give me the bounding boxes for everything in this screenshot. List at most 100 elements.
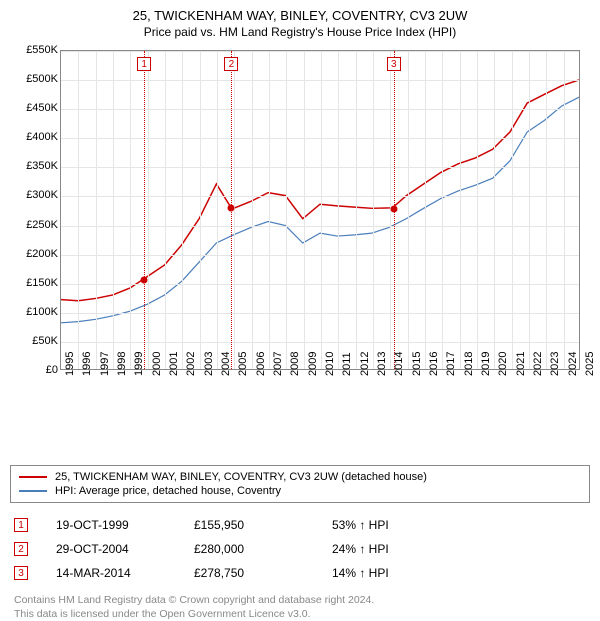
x-axis-label: 2018 xyxy=(463,352,475,376)
gridline-h xyxy=(61,342,579,343)
gridline-v xyxy=(408,51,409,369)
x-axis-label: 2019 xyxy=(480,352,492,376)
y-axis-label: £0 xyxy=(46,364,58,376)
event-hpi: 14% ↑ HPI xyxy=(332,566,389,580)
gridline-v xyxy=(252,51,253,369)
gridline-v xyxy=(78,51,79,369)
gridline-h xyxy=(61,138,579,139)
x-axis-label: 2014 xyxy=(393,352,405,376)
gridline-v xyxy=(373,51,374,369)
event-price: £155,950 xyxy=(194,518,304,532)
x-axis-label: 2003 xyxy=(203,352,215,376)
event-date: 14-MAR-2014 xyxy=(56,566,166,580)
x-axis-label: 2020 xyxy=(497,352,509,376)
legend: 25, TWICKENHAM WAY, BINLEY, COVENTRY, CV… xyxy=(10,465,590,503)
event-date: 29-OCT-2004 xyxy=(56,542,166,556)
events-block: 1 19-OCT-1999 £155,950 53% ↑ HPI 2 29-OCT-200… xyxy=(10,513,590,585)
event-marker: 1 xyxy=(14,518,28,532)
event-marker: 1 xyxy=(137,57,151,71)
plot-area: 1 2 3 xyxy=(60,50,580,370)
y-axis-label: £150K xyxy=(26,277,58,289)
event-row: 1 19-OCT-1999 £155,950 53% ↑ HPI xyxy=(14,513,590,537)
y-axis-label: £250K xyxy=(26,219,58,231)
event-dot xyxy=(390,205,397,212)
legend-label: HPI: Average price, detached house, Cove… xyxy=(55,485,281,497)
x-axis-label: 2015 xyxy=(411,352,423,376)
event-row: 3 14-MAR-2014 £278,750 14% ↑ HPI xyxy=(14,561,590,585)
x-axis-label: 2025 xyxy=(584,352,596,376)
x-axis-label: 1997 xyxy=(99,352,111,376)
gridline-v xyxy=(182,51,183,369)
y-axis-label: £400K xyxy=(26,131,58,143)
x-axis-label: 2010 xyxy=(324,352,336,376)
series-line-hpi xyxy=(61,97,579,323)
y-axis-label: £300K xyxy=(26,189,58,201)
x-axis-label: 2012 xyxy=(359,352,371,376)
y-axis-label: £350K xyxy=(26,160,58,172)
footnote: Contains HM Land Registry data © Crown c… xyxy=(10,593,590,621)
gridline-v xyxy=(425,51,426,369)
gridline-h xyxy=(61,167,579,168)
chart-area: 123 £0£50K£100K£150K£200K£250K£300K£350K… xyxy=(10,45,590,415)
gridline-v xyxy=(113,51,114,369)
x-axis-label: 2007 xyxy=(272,352,284,376)
legend-row: HPI: Average price, detached house, Cove… xyxy=(19,484,581,498)
y-axis-label: £450K xyxy=(26,102,58,114)
y-axis-label: £200K xyxy=(26,248,58,260)
legend-label: 25, TWICKENHAM WAY, BINLEY, COVENTRY, CV… xyxy=(55,471,427,483)
x-axis-label: 2004 xyxy=(220,352,232,376)
x-axis-label: 2001 xyxy=(168,352,180,376)
y-axis-label: £50K xyxy=(32,335,58,347)
gridline-h xyxy=(61,284,579,285)
legend-row: 25, TWICKENHAM WAY, BINLEY, COVENTRY, CV… xyxy=(19,470,581,484)
gridline-h xyxy=(61,255,579,256)
x-axis-label: 2008 xyxy=(289,352,301,376)
x-axis-label: 2011 xyxy=(341,352,353,376)
event-marker: 3 xyxy=(14,566,28,580)
gridline-v xyxy=(286,51,287,369)
x-axis-label: 2009 xyxy=(307,352,319,376)
gridline-v xyxy=(321,51,322,369)
gridline-v xyxy=(165,51,166,369)
y-axis-label: £500K xyxy=(26,73,58,85)
event-dot xyxy=(141,277,148,284)
legend-swatch xyxy=(19,476,47,478)
gridline-v xyxy=(200,51,201,369)
event-marker: 2 xyxy=(224,57,238,71)
series-line-property xyxy=(61,80,579,301)
gridline-v xyxy=(564,51,565,369)
event-marker: 3 xyxy=(387,57,401,71)
gridline-h xyxy=(61,109,579,110)
event-hpi: 24% ↑ HPI xyxy=(332,542,389,556)
chart-container: 25, TWICKENHAM WAY, BINLEY, COVENTRY, CV… xyxy=(0,0,600,590)
gridline-v xyxy=(130,51,131,369)
x-axis-label: 1996 xyxy=(81,352,93,376)
x-axis-label: 2000 xyxy=(151,352,163,376)
x-axis-label: 2022 xyxy=(532,352,544,376)
event-price: £278,750 xyxy=(194,566,304,580)
event-date: 19-OCT-1999 xyxy=(56,518,166,532)
event-price: £280,000 xyxy=(194,542,304,556)
x-axis-label: 1995 xyxy=(64,352,76,376)
gridline-h xyxy=(61,226,579,227)
gridline-v xyxy=(234,51,235,369)
event-marker: 2 xyxy=(14,542,28,556)
x-axis-label: 1998 xyxy=(116,352,128,376)
gridline-v xyxy=(338,51,339,369)
x-axis-label: 2005 xyxy=(237,352,249,376)
gridline-v xyxy=(460,51,461,369)
x-axis-label: 2024 xyxy=(567,352,579,376)
footnote-line2: This data is licensed under the Open Gov… xyxy=(14,607,590,621)
event-hpi: 53% ↑ HPI xyxy=(332,518,389,532)
gridline-v xyxy=(148,51,149,369)
footnote-line1: Contains HM Land Registry data © Crown c… xyxy=(14,593,590,607)
gridline-h xyxy=(61,51,579,52)
gridline-v xyxy=(217,51,218,369)
gridline-h xyxy=(61,196,579,197)
x-axis-label: 2017 xyxy=(445,352,457,376)
x-axis-label: 1999 xyxy=(133,352,145,376)
gridline-h xyxy=(61,313,579,314)
gridline-v xyxy=(529,51,530,369)
event-row: 2 29-OCT-2004 £280,000 24% ↑ HPI xyxy=(14,537,590,561)
gridline-v xyxy=(477,51,478,369)
